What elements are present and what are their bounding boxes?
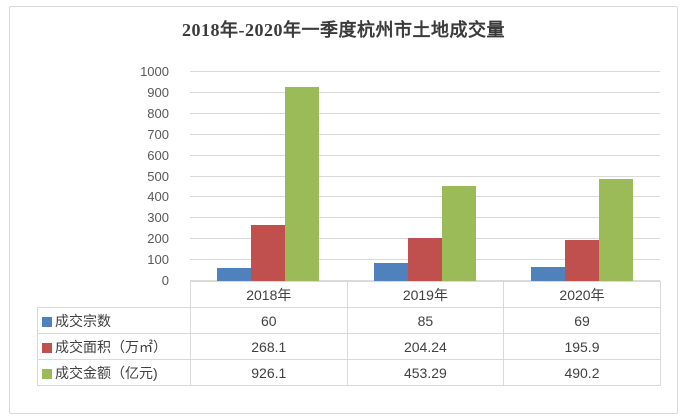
value-amount-2019: 453.29	[346, 359, 505, 386]
x-axis-label-2019: 2019年	[346, 281, 505, 308]
data-table: 2018年 2019年 2020年 成交宗数 60 85 69 成交面积（万㎡）…	[37, 281, 661, 386]
legend-swatch-red	[42, 342, 52, 353]
bar-2020-transaction-area	[564, 240, 599, 281]
y-tick-label: 0	[161, 273, 169, 288]
gridline	[190, 217, 660, 219]
bar-2020-transaction-count	[530, 266, 565, 281]
bar-2019-transaction-count	[374, 263, 408, 281]
table-row-transaction-area: 成交面积（万㎡） 268.1 204.24 195.9	[37, 333, 661, 360]
plot-area: 0 100 200 300 400 500 600 700 800 900 1000	[140, 64, 660, 288]
bar-2018-transaction-area	[251, 224, 286, 281]
y-tick-label: 500	[147, 168, 169, 184]
gridline	[190, 175, 660, 177]
series-label-transaction-area: 成交面积（万㎡）	[37, 333, 191, 360]
gridline	[190, 71, 660, 72]
series-name-text: 成交面积（万㎡）	[55, 338, 167, 355]
gridline	[190, 154, 660, 156]
bar-2019-transaction-area	[408, 238, 442, 281]
chart-title: 2018年-2020年一季度杭州市土地成交量	[182, 20, 505, 40]
series-label-transaction-count: 成交宗数	[37, 307, 191, 334]
y-tick-label: 200	[147, 231, 169, 247]
y-tick-label: 800	[147, 105, 169, 121]
y-tick-label: 900	[147, 84, 169, 100]
gridline	[190, 112, 660, 114]
series-name-text: 成交金额（亿元)	[55, 364, 158, 381]
gridline	[190, 196, 660, 198]
legend-swatch-green	[42, 368, 52, 379]
bar-group-2019	[347, 72, 504, 281]
x-axis-label-2018: 2018年	[190, 281, 348, 308]
bar-groups	[190, 72, 660, 281]
value-count-2019: 85	[346, 307, 505, 334]
value-area-2018: 268.1	[190, 333, 348, 360]
bar-2020-transaction-amount	[598, 178, 633, 281]
y-tick-label: 600	[147, 147, 169, 163]
value-amount-2020: 490.2	[503, 359, 661, 386]
table-row-transaction-amount: 成交金额（亿元) 926.1 453.29 490.2	[37, 359, 661, 386]
bar-2019-transaction-amount	[442, 186, 476, 281]
legend-swatch-blue	[42, 316, 52, 327]
y-tick-label: 300	[147, 210, 169, 226]
value-area-2020: 195.9	[503, 333, 661, 360]
bar-group-2018	[190, 72, 347, 281]
y-tick-label: 700	[147, 126, 169, 142]
table-row-transaction-count: 成交宗数 60 85 69	[37, 307, 661, 334]
value-amount-2018: 926.1	[190, 359, 348, 386]
bar-2018-transaction-amount	[285, 87, 320, 281]
value-count-2018: 60	[190, 307, 348, 334]
x-axis-label-2020: 2020年	[503, 281, 661, 308]
y-tick-label: 100	[147, 252, 169, 268]
table-corner-cell	[38, 282, 191, 308]
y-tick-label: 400	[147, 189, 169, 205]
series-name-text: 成交宗数	[55, 312, 111, 329]
value-area-2019: 204.24	[346, 333, 505, 360]
value-count-2020: 69	[503, 307, 661, 334]
series-label-transaction-amount: 成交金额（亿元)	[37, 359, 191, 386]
gridline	[190, 91, 660, 93]
gridline	[190, 133, 660, 135]
table-row-years: 2018年 2019年 2020年	[38, 281, 661, 308]
bar-2018-transaction-count	[217, 268, 252, 281]
bar-group-2020	[503, 72, 660, 281]
y-tick-label: 1000	[140, 64, 169, 79]
